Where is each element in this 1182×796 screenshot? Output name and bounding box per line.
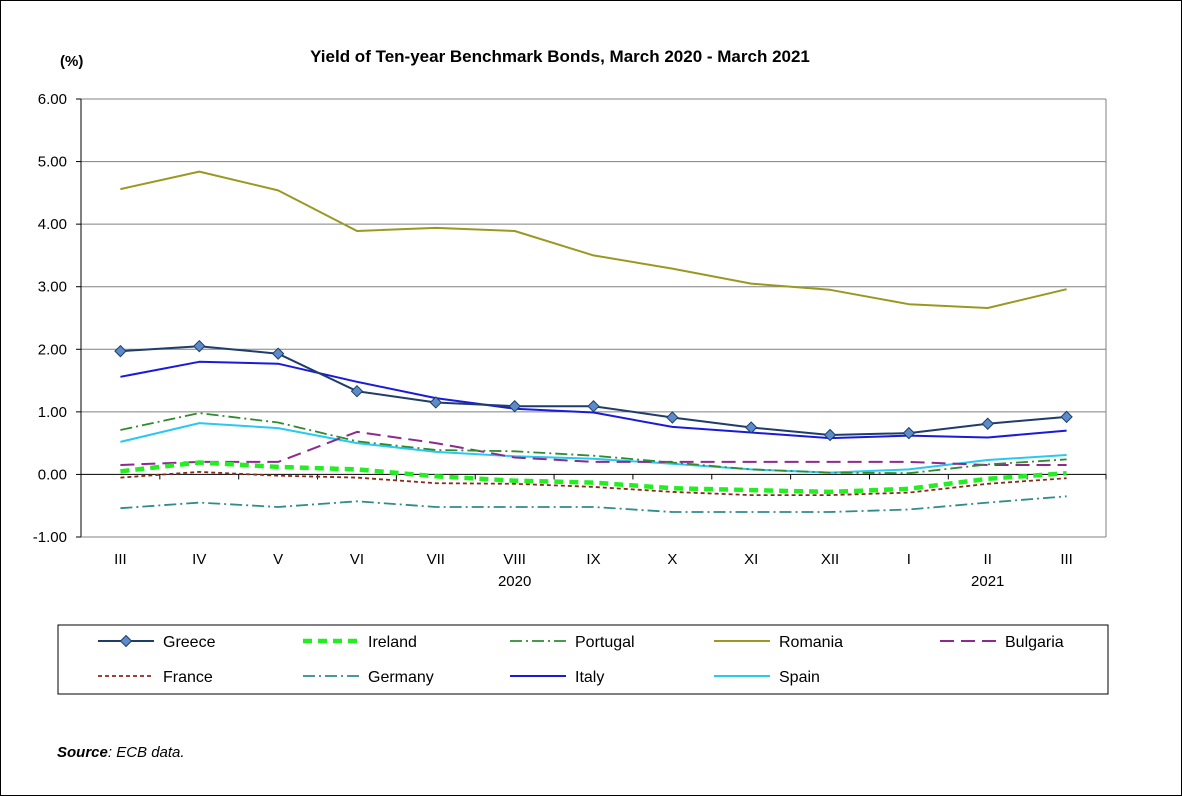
line-chart: -1.000.001.002.003.004.005.006.00 III IV V… (33, 47, 1109, 695)
data-point-greece (981, 417, 994, 430)
legend-item-ireland: Ireland (303, 634, 417, 651)
x-tick-label: II (984, 551, 992, 568)
legend-item-romania: Romania (714, 634, 843, 651)
x-tick-label: V (273, 551, 283, 568)
legend-item-greece: Greece (98, 634, 216, 651)
x-tick-label: XII (821, 551, 839, 568)
source-text: : ECB data. (107, 744, 185, 761)
series-layer (120, 170, 1067, 513)
legend-label: Portugal (575, 634, 635, 651)
data-point-greece (587, 400, 600, 413)
legend-label: Italy (575, 669, 604, 686)
data-point-greece (114, 344, 127, 358)
series-line-ireland (120, 460, 1067, 495)
series-line-portugal (120, 412, 1067, 475)
legend: Greece Ireland Portugal Romania Bulgaria Fran… (98, 634, 1064, 686)
legend-label: Germany (368, 669, 434, 686)
source-note: Source: ECB data. (57, 744, 185, 761)
legend-item-france: France (98, 669, 213, 686)
y-tick-label: 3.00 (38, 279, 67, 296)
legend-label: Greece (163, 634, 216, 651)
y-tick-label: 4.00 (38, 216, 67, 233)
legend-item-spain: Spain (714, 669, 820, 686)
x-tick-label: VIII (503, 551, 526, 568)
chart-title: Yield of Ten-year Benchmark Bonds, March… (310, 47, 810, 66)
y-tick-label: 2.00 (38, 341, 67, 358)
data-point-greece (429, 396, 443, 409)
legend-label: Romania (779, 634, 843, 651)
axes (76, 98, 1107, 538)
legend-item-germany: Germany (303, 669, 434, 686)
x-tick-label: IV (192, 551, 206, 568)
x-tick-label: VII (427, 551, 445, 568)
x-tick-label: I (907, 551, 911, 568)
year-label: 2020 (498, 573, 531, 590)
y-tick-label: -1.00 (33, 529, 67, 546)
data-point-greece (350, 385, 364, 398)
x-tick-label: III (114, 551, 127, 568)
y-tick-label: 5.00 (38, 154, 67, 171)
data-point-greece (271, 347, 285, 360)
data-point-greece (902, 426, 916, 440)
data-point-greece (666, 411, 679, 424)
markers-layer (114, 339, 1073, 442)
legend-label: France (163, 669, 213, 686)
x-tick-label: VI (350, 551, 364, 568)
year-label: 2021 (971, 573, 1004, 590)
x-tick-label: IX (586, 551, 600, 568)
y-axis-unit: (%) (60, 53, 83, 70)
series-line-germany (120, 495, 1067, 513)
legend-label: Ireland (368, 634, 417, 651)
year-labels: 2020 2021 (498, 573, 1004, 590)
series-line-france (120, 470, 1067, 497)
legend-box (57, 624, 1109, 695)
data-point-greece (1060, 410, 1073, 424)
legend-item-bulgaria: Bulgaria (940, 634, 1064, 651)
data-point-greece (508, 400, 521, 413)
series-line-romania (120, 170, 1067, 309)
legend-item-portugal: Portugal (510, 634, 635, 651)
y-tick-labels: -1.00 0.00 1.00 2.00 3.00 4.00 5.00 6.00 (33, 91, 67, 546)
legend-label: Bulgaria (1005, 634, 1064, 651)
gridlines (81, 98, 1106, 538)
x-tick-label: X (667, 551, 677, 568)
data-point-greece (193, 339, 206, 353)
x-tick-label: XI (744, 551, 758, 568)
y-tick-label: 0.00 (38, 466, 67, 483)
series-line-bulgaria (120, 430, 1067, 466)
legend-item-italy: Italy (510, 669, 604, 686)
legend-label: Spain (779, 669, 820, 686)
source-label: Source (57, 744, 108, 761)
x-tick-labels: III IV V VI VII VIII IX X XI XII I II III (114, 551, 1073, 568)
data-point-greece (823, 428, 837, 442)
series-line-spain (120, 422, 1067, 474)
y-tick-label: 1.00 (38, 404, 67, 421)
y-tick-label: 6.00 (38, 91, 67, 108)
legend-marker (119, 634, 133, 648)
series-line-greece (120, 345, 1067, 436)
data-point-greece (744, 421, 758, 434)
x-tick-label: III (1060, 551, 1073, 568)
